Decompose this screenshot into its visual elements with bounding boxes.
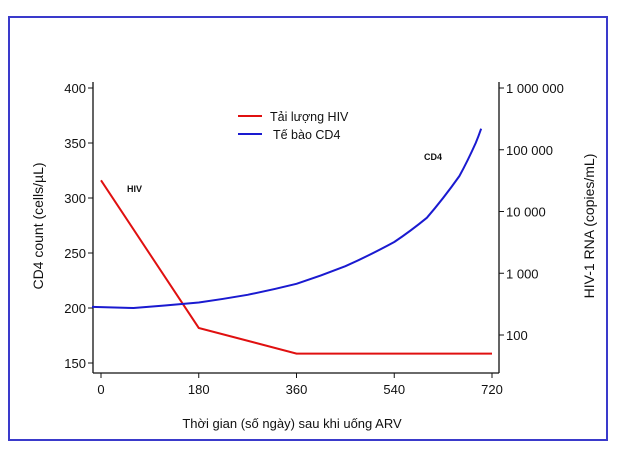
series-line-hiv (100, 179, 492, 355)
y-tick-label: 300 (64, 191, 86, 206)
series-line-cd4 (91, 128, 483, 310)
y2-tick-label: 10 000 (506, 205, 546, 220)
y2-axis-label: HIV-1 RNA (copies/mL) (581, 154, 597, 299)
y-tick-label: 150 (64, 356, 86, 371)
y-tick-label: 350 (64, 136, 86, 151)
y-tick-label: 200 (64, 301, 86, 316)
y2-tick-label: 1 000 000 (506, 81, 564, 96)
x-tick-label: 540 (383, 382, 405, 397)
y2-tick-label: 1 000 (506, 266, 539, 281)
x-tick-label: 180 (188, 382, 210, 397)
x-tick-label: 360 (286, 382, 308, 397)
y-tick-label: 400 (64, 81, 86, 96)
x-axis-label: Thời gian (số ngày) sau khi uống ARV (182, 416, 402, 431)
x-tick-label: 720 (481, 382, 503, 397)
chart-frame (8, 16, 608, 441)
legend-label: Tải lượng HIV (270, 110, 349, 124)
y2-tick-label: 100 (506, 328, 528, 343)
annotation-cd4: CD4 (424, 152, 442, 162)
y-axis-label: CD4 count (cells/µL) (30, 162, 46, 289)
annotation-hiv: HIV (127, 184, 142, 194)
x-tick-label: 0 (97, 382, 104, 397)
legend-label: Tế bào CD4 (273, 128, 340, 142)
y-tick-label: 250 (64, 246, 86, 261)
y2-tick-label: 100 000 (506, 143, 553, 158)
